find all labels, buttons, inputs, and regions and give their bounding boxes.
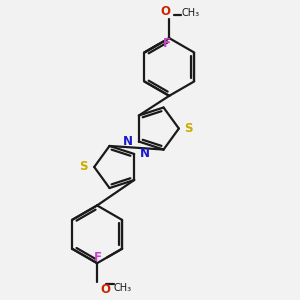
Text: S: S (79, 160, 88, 173)
Text: N: N (123, 135, 133, 148)
Text: S: S (184, 122, 193, 135)
Text: O: O (160, 5, 170, 18)
Text: F: F (94, 251, 102, 264)
Text: N: N (140, 148, 150, 160)
Text: CH₃: CH₃ (114, 284, 132, 293)
Text: O: O (100, 283, 110, 296)
Text: F: F (163, 38, 171, 50)
Text: CH₃: CH₃ (182, 8, 200, 18)
